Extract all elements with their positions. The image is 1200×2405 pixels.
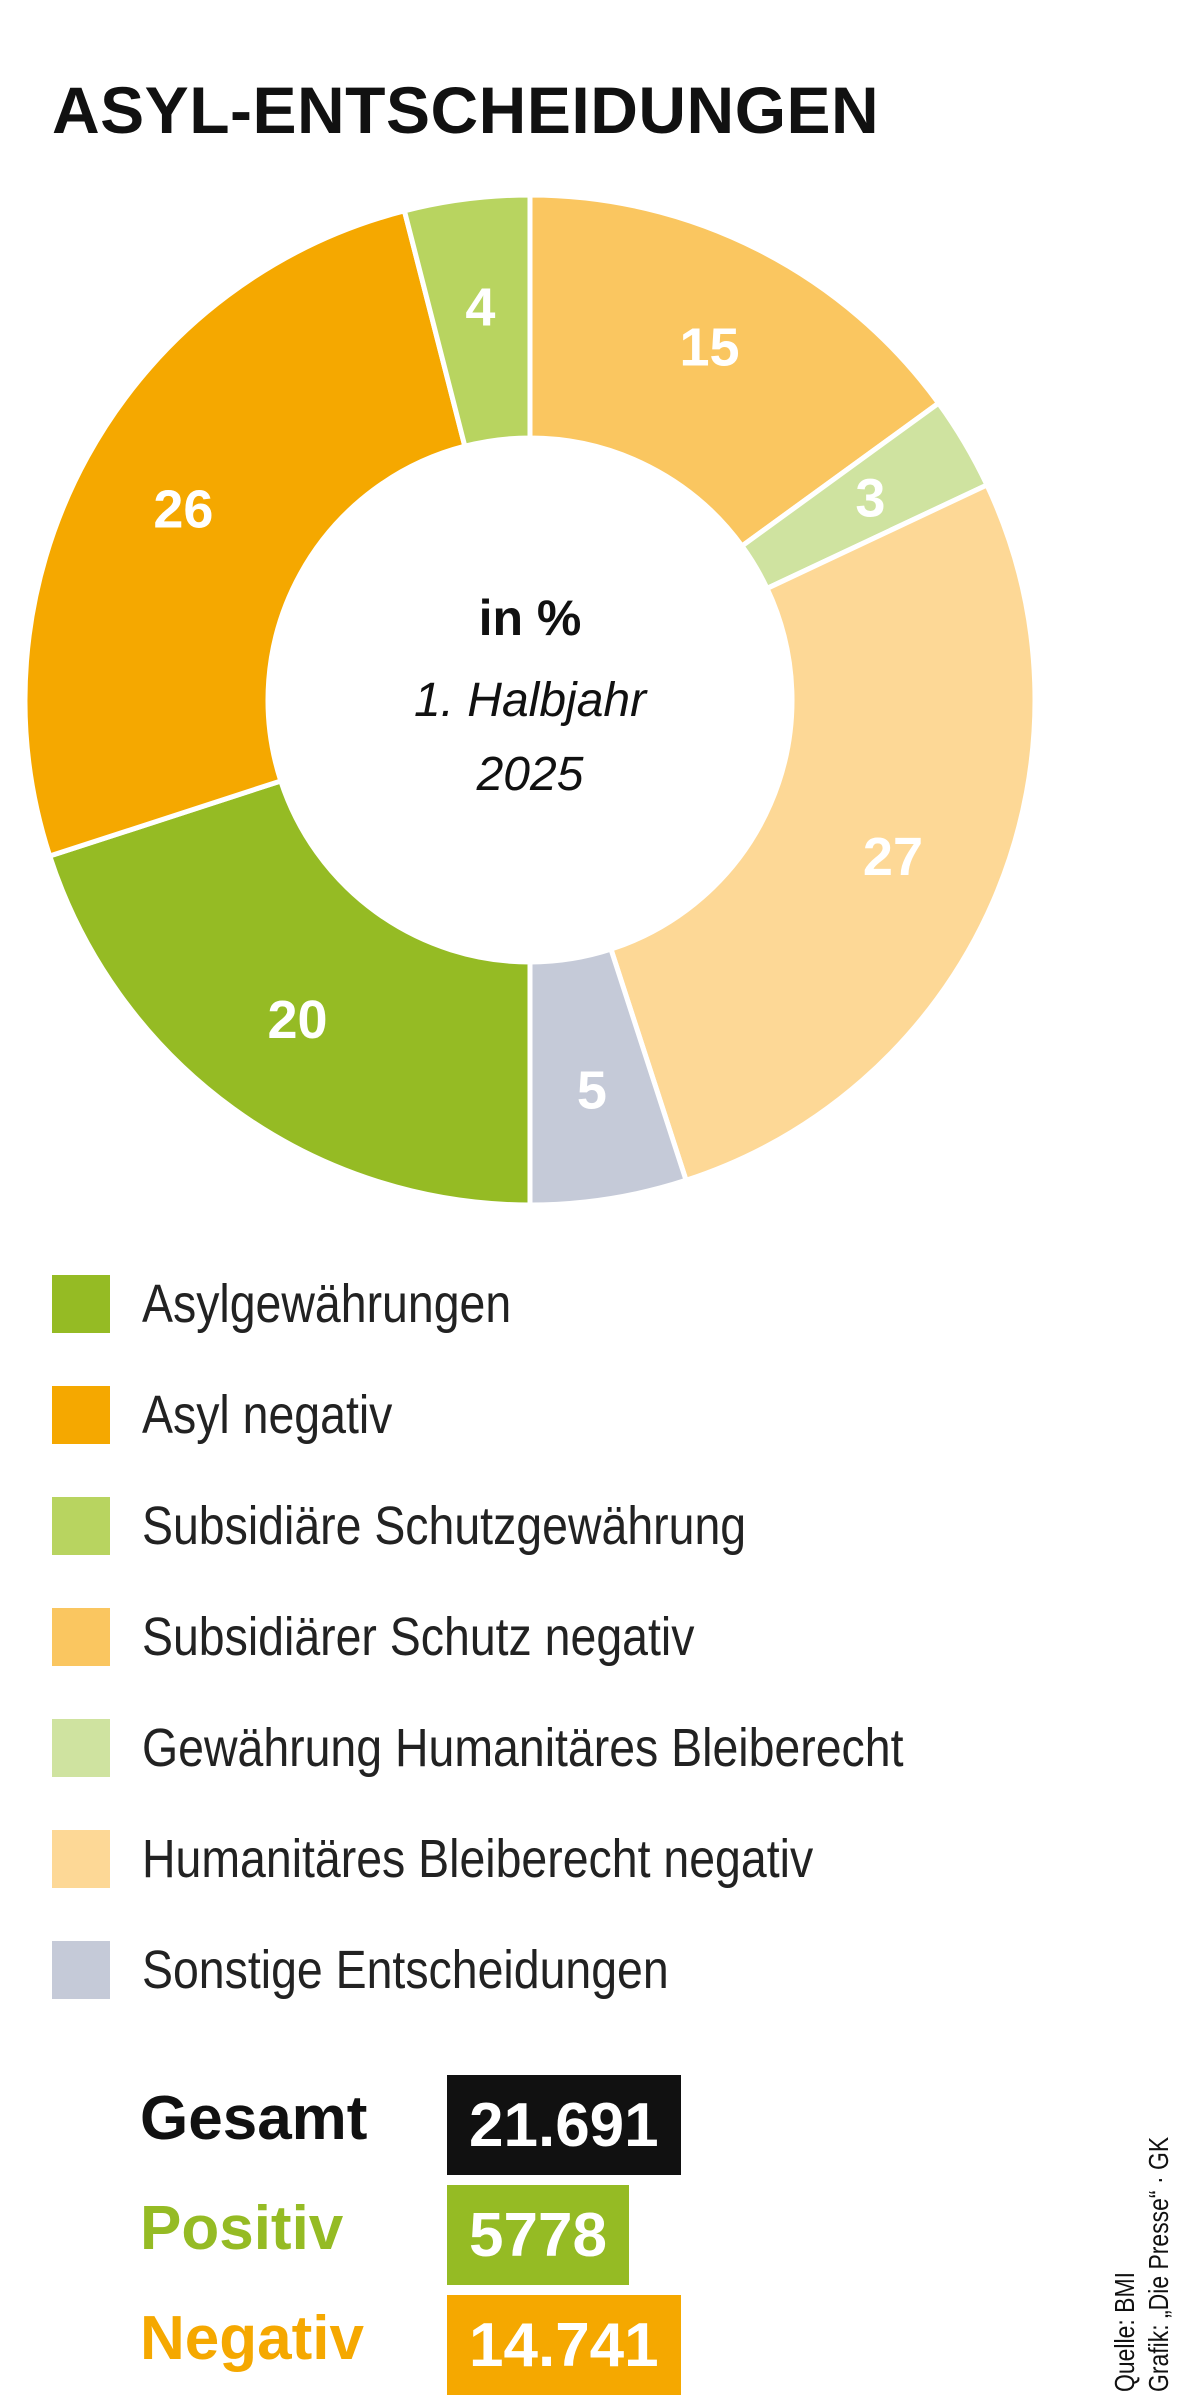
source-line: Quelle: BMI (1109, 2272, 1140, 2392)
center-period-line2: 2025 (476, 748, 584, 801)
legend-label: Subsidiäre Schutzgewährung (142, 1495, 747, 1556)
center-period-line1: 1. Halbjahr (414, 674, 648, 727)
slice-value-label: 20 (267, 990, 327, 1050)
slice-value-label: 15 (680, 318, 740, 378)
donut-chart: 15 3 27 5 20 26 4 in % 1. Halbjahr 2025 (22, 192, 1038, 1208)
slice-value-label: 4 (465, 278, 495, 338)
credit-line: Grafik: „Die Presse“ · GK (1143, 2136, 1174, 2392)
donut-slice (22, 208, 468, 859)
legend-swatch (52, 1385, 110, 1444)
center-unit-label: in % (479, 590, 582, 646)
legend-item: Gewährung Humanitäres Bleiberecht (52, 1692, 1027, 1803)
legend-label: Gewährung Humanitäres Bleiberecht (142, 1717, 904, 1778)
legend-item: Asyl negativ (52, 1359, 1027, 1470)
donut-slices (22, 192, 1038, 1208)
donut-slice (401, 192, 533, 449)
legend-label: Sonstige Entscheidungen (142, 1939, 669, 2000)
legend-label: Humanitäres Bleiberecht negativ (142, 1828, 814, 1889)
slice-value-label: 5 (577, 1061, 607, 1121)
legend-swatch (52, 1607, 110, 1666)
legend-label: Asylgewährungen (142, 1273, 512, 1334)
donut-slice (47, 778, 533, 1208)
slice-value-label: 27 (863, 827, 923, 887)
legend-swatch (52, 1496, 110, 1555)
donut-slice (527, 192, 942, 549)
legend-item: Asylgewährungen (52, 1248, 1027, 1359)
total-value-positiv: 5778 (447, 2185, 629, 2285)
total-value-gesamt: 21.691 (447, 2075, 681, 2175)
legend-item: Humanitäres Bleiberecht negativ (52, 1803, 1027, 1914)
slice-value-label: 3 (855, 469, 885, 529)
chart-title: ASYL-ENTSCHEIDUNGEN (52, 73, 880, 147)
legend-swatch (52, 1718, 110, 1777)
donut-slice-labels: 15 3 27 5 20 26 4 (153, 278, 923, 1121)
source-credit: Quelle: BMI Grafik: „Die Presse“ · GK (1108, 2081, 1176, 2392)
total-label-gesamt: Gesamt (140, 2084, 368, 2153)
legend-label: Subsidiärer Schutz negativ (142, 1606, 695, 1667)
legend-swatch (52, 1829, 110, 1888)
total-label-negativ: Negativ (140, 2304, 364, 2373)
legend-item: Subsidiäre Schutzgewährung (52, 1470, 1027, 1581)
legend-label: Asyl negativ (142, 1384, 393, 1445)
legend-swatch (52, 1940, 110, 1999)
legend-swatch (52, 1274, 110, 1333)
total-label-positiv: Positiv (140, 2194, 344, 2263)
donut-slice (608, 482, 1038, 1183)
slice-value-label: 26 (153, 479, 213, 539)
total-value-negativ: 14.741 (447, 2295, 681, 2395)
legend-item: Subsidiärer Schutz negativ (52, 1581, 1027, 1692)
legend: Asylgewährungen Asyl negativ Subsidiäre … (52, 1248, 1027, 2025)
legend-item: Sonstige Entscheidungen (52, 1914, 1027, 2025)
